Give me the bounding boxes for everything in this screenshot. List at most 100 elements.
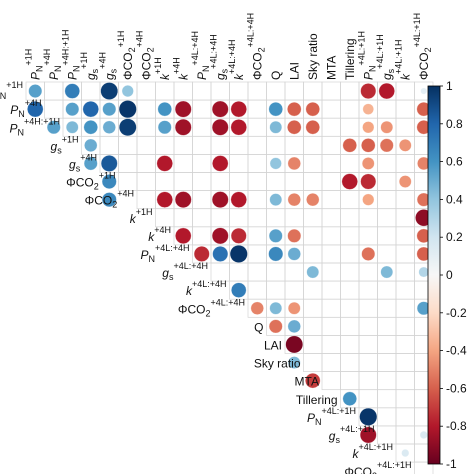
grid-cell: [173, 172, 193, 191]
correlation-circle: [287, 120, 302, 135]
row-label: PN+4H: [10, 98, 41, 119]
grid-cell: [358, 208, 378, 228]
grid-cell: [210, 135, 230, 155]
grid-cell: [414, 461, 434, 474]
grid-cell: [395, 99, 415, 119]
grid-cell: [247, 208, 267, 228]
correlation-circle: [361, 138, 376, 153]
column-label: PN+4L:+4H: [190, 31, 211, 80]
row-label: PN+1H: [0, 80, 23, 101]
grid-cell: [395, 208, 415, 228]
grid-cell: [358, 298, 378, 318]
grid-cell: [395, 117, 415, 137]
grid-cell: [340, 154, 360, 173]
correlation-circle: [102, 120, 116, 134]
correlation-circle: [269, 193, 282, 206]
grid-cell: [377, 190, 397, 210]
grid-cell: [303, 298, 323, 318]
grid-cell: [321, 298, 341, 318]
grid-cell: [395, 407, 415, 427]
grid-cell: [340, 117, 360, 137]
grid-cell: [247, 81, 267, 101]
column-label: Sky ratio: [306, 33, 320, 80]
grid-cell: [395, 371, 415, 391]
grid-cell: [395, 262, 415, 282]
grid-cell: [155, 81, 175, 101]
correlation-circle: [211, 118, 229, 136]
grid-cell: [192, 208, 212, 228]
correlation-circle: [287, 193, 301, 207]
matrix-grid: [25, 81, 434, 474]
colorbar-tick-label: 0.6: [446, 155, 463, 169]
grid-cell: [155, 135, 175, 155]
correlation-circle: [83, 120, 98, 135]
grid-cell: [284, 172, 304, 191]
correlation-circle: [398, 139, 412, 152]
grid-cell: [247, 99, 267, 119]
grid-cell: [284, 280, 304, 300]
grid-cell: [173, 208, 193, 228]
correlation-circle: [157, 120, 172, 135]
column-label: k+4H: [171, 57, 190, 80]
grid-cell: [303, 335, 323, 354]
grid-cell: [284, 262, 304, 282]
grid-cell: [358, 262, 378, 282]
correlation-circle: [287, 229, 302, 243]
grid-cell: [321, 208, 341, 228]
grid-cell: [377, 208, 397, 228]
grid-cell: [266, 172, 286, 191]
grid-cell: [377, 335, 397, 354]
row-label: LAI: [264, 338, 282, 352]
row-label: MTA: [295, 375, 319, 389]
grid-cell: [229, 135, 249, 155]
grid-cell: [192, 117, 212, 137]
column-label: gs+4L:+1H: [375, 34, 396, 80]
correlation-circle: [380, 121, 393, 134]
correlation-circle: [287, 356, 301, 369]
row-label: gs+4H: [69, 152, 97, 173]
correlation-circle: [46, 120, 61, 135]
grid-cell: [395, 353, 415, 372]
correlation-circle: [156, 191, 173, 208]
correlation-circle: [229, 245, 248, 263]
grid-cell: [395, 154, 415, 173]
grid-cell: [340, 353, 360, 372]
correlation-circle: [211, 100, 229, 118]
grid-cell: [395, 389, 415, 409]
correlation-circle: [121, 85, 134, 97]
grid-cell: [247, 135, 267, 155]
grid-cell: [377, 226, 397, 246]
column-label: ΦCO2+1H: [116, 31, 137, 80]
grid-cell: [192, 81, 212, 101]
grid-cell: [173, 81, 193, 101]
grid-cell: [340, 335, 360, 354]
column-label: PN+1H: [23, 49, 44, 80]
correlation-circle: [230, 101, 247, 118]
column-label: ΦCO2+4L:+1H: [412, 13, 433, 80]
column-label: Tillering: [343, 38, 357, 80]
correlation-circle: [305, 120, 320, 135]
correlation-circle: [268, 102, 283, 117]
row-label: PN+4H:+1H: [9, 116, 60, 137]
correlation-circle: [287, 156, 301, 171]
grid-cell: [321, 154, 341, 173]
grid-cell: [340, 262, 360, 282]
grid-cell: [303, 135, 323, 155]
grid-cell: [303, 353, 323, 372]
correlation-circle: [359, 407, 378, 426]
grid-cell: [303, 172, 323, 191]
correlation-circle: [250, 301, 264, 315]
grid-cell: [340, 208, 360, 228]
row-label: k+4H: [148, 225, 171, 244]
correlation-circle: [100, 82, 118, 100]
colorbar-tick-label: -0.4: [446, 344, 467, 358]
grid-cell: [395, 190, 415, 210]
grid-cell: [340, 298, 360, 318]
correlation-circle: [379, 138, 394, 153]
correlation-circle: [268, 319, 283, 334]
grid-cell: [321, 81, 341, 101]
grid-cell: [229, 81, 249, 101]
grid-cell: [321, 117, 341, 137]
correlation-circle: [361, 247, 376, 261]
grid-cell: [192, 154, 212, 173]
